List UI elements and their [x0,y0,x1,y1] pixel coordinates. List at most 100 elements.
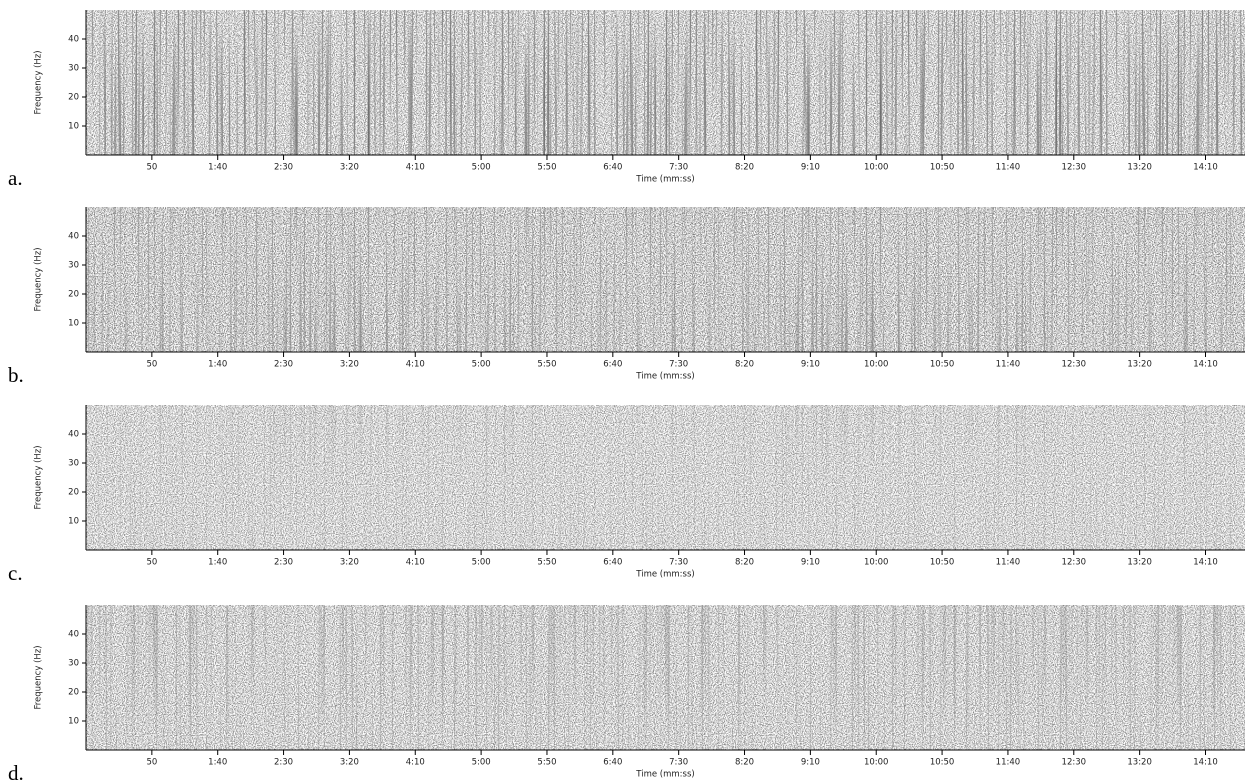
x-tick-label: 9:10 [801,758,820,768]
x-tick-label: 7:30 [669,758,688,768]
x-tick-label: 10:00 [864,360,889,370]
spectrogram-noise [86,207,1245,352]
panel-label: a. [8,166,23,190]
x-tick-label: 4:10 [406,360,425,370]
x-tick-label: 6:40 [603,758,622,768]
x-tick-label: 1:40 [208,163,227,173]
y-tick-label: 40 [68,232,79,242]
x-tick-label: 14:10 [1193,360,1218,370]
x-tick-label: 10:50 [930,558,955,568]
x-tick-label: 1:40 [208,558,227,568]
y-axis-label: Frequency (Hz) [34,247,44,311]
y-tick-label: 30 [68,659,79,669]
panel: 10 20 30 40 50 1:40 2:30 3:20 4:10 5:00 5:50 6:40 7:… [8,207,1245,387]
panel-label: b. [8,363,24,387]
x-tick-label: 6:40 [603,360,622,370]
x-tick-label: 2:30 [274,758,293,768]
x-tick-label: 8:20 [735,558,754,568]
x-tick-label: 5:00 [472,163,491,173]
y-tick-label: 10 [68,717,79,727]
y-tick-label: 40 [68,35,79,45]
x-tick-label: 14:10 [1193,163,1218,173]
x-tick-label: 11:40 [996,163,1021,173]
x-tick-label: 14:10 [1193,558,1218,568]
figure: 10 20 30 40 50 1:40 2:30 3:20 4:10 5:00 5:50 6:40 7:… [0,0,1248,783]
y-axis-label: Frequency (Hz) [34,50,44,114]
x-tick-label: 10:00 [864,758,889,768]
x-tick-label: 10:50 [930,758,955,768]
x-tick-label: 5:00 [472,558,491,568]
y-axis-label: Frequency (Hz) [34,445,44,509]
y-tick-label: 20 [68,290,79,300]
x-tick-label: 7:30 [669,163,688,173]
x-tick-label: 11:40 [996,558,1021,568]
y-tick-label: 10 [68,122,79,132]
x-tick-label: 10:00 [864,163,889,173]
x-tick-label: 7:30 [669,360,688,370]
y-tick-label: 20 [68,688,79,698]
x-tick-label: 13:20 [1127,360,1152,370]
x-tick-label: 1:40 [208,360,227,370]
x-tick-label: 3:20 [340,758,359,768]
x-tick-label: 12:30 [1062,758,1087,768]
x-tick-label: 13:20 [1127,758,1152,768]
x-tick-label: 12:30 [1062,360,1087,370]
x-tick-label: 8:20 [735,360,754,370]
x-tick-label: 9:10 [801,558,820,568]
y-axis-label: Frequency (Hz) [34,645,44,709]
x-tick-label: 14:10 [1193,758,1218,768]
x-tick-label: 10:50 [930,163,955,173]
y-tick-label: 20 [68,488,79,498]
x-tick-label: 1:40 [208,758,227,768]
spectrogram-noise [86,605,1245,750]
x-tick-label: 9:10 [801,163,820,173]
x-tick-label: 13:20 [1127,163,1152,173]
x-tick-label: 5:50 [537,558,556,568]
x-tick-label: 10:50 [930,360,955,370]
x-tick-label: 3:20 [340,360,359,370]
x-tick-label: 7:30 [669,558,688,568]
y-tick-label: 30 [68,459,79,469]
x-axis-label: Time (mm:ss) [635,570,694,580]
x-tick-label: 6:40 [603,558,622,568]
x-tick-label: 3:20 [340,558,359,568]
x-tick-label: 50 [146,758,157,768]
x-tick-label: 5:00 [472,360,491,370]
panel-label: d. [8,761,24,783]
x-tick-label: 5:00 [472,758,491,768]
x-tick-label: 6:40 [603,163,622,173]
x-tick-label: 4:10 [406,758,425,768]
spectrogram-noise [86,10,1245,155]
y-tick-label: 10 [68,319,79,329]
x-tick-label: 2:30 [274,360,293,370]
x-tick-label: 8:20 [735,758,754,768]
x-tick-label: 50 [146,360,157,370]
x-tick-label: 4:10 [406,163,425,173]
x-axis-label: Time (mm:ss) [635,175,694,185]
x-tick-label: 4:10 [406,558,425,568]
x-tick-label: 12:30 [1062,558,1087,568]
x-tick-label: 13:20 [1127,558,1152,568]
x-tick-label: 8:20 [735,163,754,173]
x-axis-label: Time (mm:ss) [635,372,694,382]
x-tick-label: 10:00 [864,558,889,568]
x-tick-label: 50 [146,163,157,173]
y-tick-label: 30 [68,261,79,271]
y-tick-label: 30 [68,64,79,74]
x-tick-label: 5:50 [537,360,556,370]
x-axis-label: Time (mm:ss) [635,770,694,780]
x-tick-label: 2:30 [274,558,293,568]
panel-label: c. [8,561,23,585]
y-tick-label: 40 [68,630,79,640]
x-tick-label: 11:40 [996,360,1021,370]
x-tick-label: 11:40 [996,758,1021,768]
x-tick-label: 50 [146,558,157,568]
x-tick-label: 12:30 [1062,163,1087,173]
spectrogram-noise [86,405,1245,550]
x-tick-label: 5:50 [537,163,556,173]
x-tick-label: 9:10 [801,360,820,370]
x-tick-label: 2:30 [274,163,293,173]
